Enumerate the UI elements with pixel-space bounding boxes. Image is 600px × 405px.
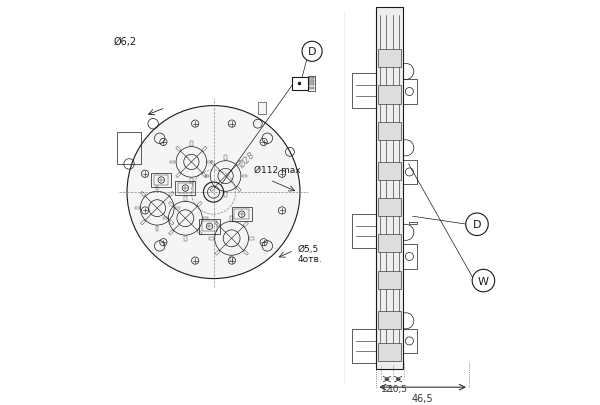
Bar — [309, 81, 314, 83]
Bar — [352, 74, 385, 109]
Bar — [230, 216, 233, 221]
Circle shape — [466, 213, 488, 236]
Bar — [184, 196, 187, 201]
Text: Ø6,2: Ø6,2 — [113, 37, 137, 47]
Bar — [230, 256, 233, 261]
Bar — [379, 86, 401, 104]
Bar — [309, 87, 314, 90]
Bar — [203, 217, 208, 220]
Bar — [202, 173, 207, 178]
Bar — [236, 187, 241, 192]
Bar — [197, 230, 202, 235]
Bar — [197, 202, 202, 207]
Circle shape — [302, 42, 322, 62]
Bar — [134, 207, 140, 210]
Text: Ø5,5: Ø5,5 — [298, 244, 319, 253]
Text: Ø28: Ø28 — [238, 151, 257, 170]
Bar — [215, 250, 220, 256]
Bar — [309, 84, 314, 86]
Bar — [224, 156, 227, 160]
Bar — [215, 222, 220, 227]
Text: W: W — [478, 276, 489, 286]
Bar — [190, 142, 193, 147]
Bar — [403, 160, 416, 185]
Bar — [151, 173, 171, 188]
Bar — [176, 147, 181, 152]
Bar — [190, 179, 193, 183]
Bar — [308, 77, 315, 92]
Text: 12: 12 — [381, 384, 392, 393]
Bar — [178, 184, 193, 194]
Bar — [176, 173, 181, 178]
Bar — [209, 238, 214, 240]
Bar — [202, 222, 217, 232]
Bar — [175, 181, 196, 196]
Bar — [199, 220, 220, 234]
Bar — [175, 207, 180, 210]
Bar — [169, 192, 174, 197]
Bar — [242, 175, 247, 178]
Bar — [376, 8, 403, 369]
Bar — [169, 220, 174, 226]
Text: 10,5: 10,5 — [388, 384, 408, 393]
Circle shape — [472, 270, 494, 292]
Bar — [169, 202, 173, 207]
Circle shape — [127, 107, 300, 279]
Bar — [224, 193, 227, 197]
Bar — [403, 329, 416, 353]
Bar — [210, 161, 215, 166]
Bar — [169, 230, 173, 235]
Bar — [202, 147, 207, 152]
Bar — [309, 78, 314, 80]
Bar — [250, 238, 254, 240]
Bar — [170, 161, 175, 164]
Bar — [156, 186, 158, 191]
Text: 4отв.: 4отв. — [298, 254, 323, 263]
Bar — [379, 122, 401, 141]
Bar — [403, 80, 416, 104]
Bar — [379, 343, 401, 361]
Bar — [208, 161, 212, 164]
Text: Ø112 max: Ø112 max — [254, 166, 301, 175]
Bar — [140, 220, 146, 226]
Bar — [117, 132, 141, 164]
Bar — [352, 329, 385, 363]
Text: 46,5: 46,5 — [412, 393, 433, 403]
Text: D: D — [308, 47, 316, 57]
Bar — [154, 176, 169, 185]
Bar — [210, 187, 215, 192]
Bar — [184, 237, 187, 241]
Bar — [379, 50, 401, 68]
Bar — [235, 210, 249, 220]
Bar — [243, 222, 248, 227]
Bar — [292, 78, 308, 90]
Bar — [205, 175, 209, 178]
Bar — [403, 245, 416, 269]
Bar — [352, 215, 385, 249]
Bar — [236, 161, 241, 166]
Text: D: D — [473, 220, 481, 230]
Bar — [163, 217, 167, 220]
Bar — [156, 226, 158, 231]
Bar — [379, 198, 401, 217]
Bar — [140, 192, 146, 197]
Bar — [258, 102, 266, 114]
Bar — [232, 207, 252, 222]
Bar — [379, 235, 401, 253]
Bar — [379, 162, 401, 181]
Bar — [379, 311, 401, 329]
Bar — [409, 223, 416, 225]
Bar — [243, 250, 248, 256]
Bar — [379, 271, 401, 289]
